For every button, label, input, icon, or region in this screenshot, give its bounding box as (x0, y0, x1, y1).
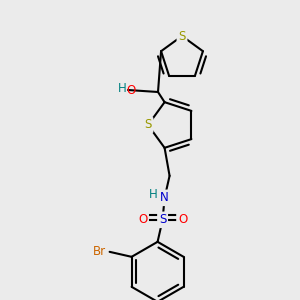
Text: H: H (118, 82, 126, 94)
Text: H: H (149, 188, 158, 201)
Text: Br: Br (92, 245, 106, 258)
Text: N: N (160, 191, 169, 204)
Text: S: S (144, 118, 152, 131)
Text: O: O (178, 213, 187, 226)
Text: O: O (126, 83, 136, 97)
Text: S: S (178, 29, 186, 43)
Text: O: O (138, 213, 147, 226)
Text: S: S (159, 213, 166, 226)
